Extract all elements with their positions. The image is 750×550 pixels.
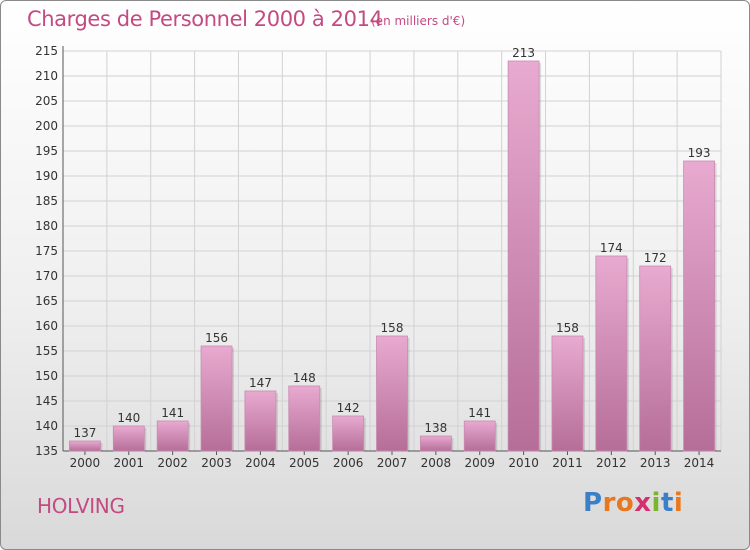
y-tick-label: 180 — [35, 219, 58, 233]
data-label: 141 — [161, 406, 184, 420]
data-label: 148 — [293, 371, 316, 385]
axes: 135 140 145 150 155 160 165 170 175 180 185 190 195 2… — [35, 44, 721, 470]
chart-subtitle: (en milliers d'€) — [371, 14, 466, 28]
data-label: 172 — [644, 251, 667, 265]
data-label: 193 — [688, 146, 711, 160]
x-tick-label: 2005 — [289, 456, 320, 470]
x-tick-label: 2000 — [70, 456, 101, 470]
bar[interactable] — [200, 345, 233, 452]
x-tick-label: 2004 — [245, 456, 276, 470]
proxiti-logo[interactable]: Proxiti — [583, 488, 683, 518]
bar[interactable] — [376, 335, 408, 452]
data-label: 137 — [73, 426, 96, 440]
logo-letter: t — [660, 488, 674, 518]
bar[interactable] — [507, 60, 540, 452]
y-tick-label: 135 — [35, 444, 58, 458]
x-tick-label: 2009 — [464, 456, 495, 470]
x-tick-label: 2011 — [552, 456, 583, 470]
bar[interactable] — [683, 160, 715, 452]
bar[interactable] — [639, 265, 672, 452]
bars — [69, 60, 717, 452]
y-tick-label: 185 — [35, 194, 58, 208]
data-label: 156 — [205, 331, 228, 345]
y-tick-label: 155 — [35, 344, 58, 358]
y-tick-label: 140 — [35, 419, 58, 433]
data-label: 142 — [337, 401, 360, 415]
y-tick-label: 195 — [35, 144, 58, 158]
bar[interactable] — [332, 415, 365, 452]
x-tick-label: 2012 — [596, 456, 627, 470]
bar[interactable] — [419, 435, 452, 452]
logo-letter: P — [583, 488, 603, 518]
data-label: 140 — [117, 411, 140, 425]
bar[interactable] — [595, 255, 628, 452]
x-tick-label: 2010 — [508, 456, 539, 470]
bar[interactable] — [288, 385, 321, 452]
x-tick-label: 2006 — [333, 456, 364, 470]
logo-letter: r — [602, 488, 616, 518]
bar[interactable] — [551, 335, 584, 452]
data-label: 158 — [556, 321, 579, 335]
chart-title: Charges de Personnel 2000 à 2014 — [27, 7, 383, 31]
x-tick-label: 2007 — [377, 456, 408, 470]
data-label: 158 — [381, 321, 404, 335]
bar[interactable] — [112, 425, 145, 452]
logo-letter: x — [634, 488, 652, 518]
commune-name: HOLVING — [37, 494, 125, 518]
y-tick-label: 190 — [35, 169, 58, 183]
y-tick-label: 205 — [35, 94, 58, 108]
y-tick-label: 175 — [35, 244, 58, 258]
logo-letter: o — [615, 488, 635, 518]
logo-letter: i — [673, 488, 684, 518]
data-label: 147 — [249, 376, 272, 390]
y-tick-label: 170 — [35, 269, 58, 283]
y-tick-label: 215 — [35, 44, 58, 58]
y-tick-label: 150 — [35, 369, 58, 383]
x-tick-label: 2002 — [157, 456, 188, 470]
labels: 137 140 141 156 147 148 142 158 138 141 213 158 174 1… — [73, 46, 710, 440]
data-label: 174 — [600, 241, 623, 255]
bar[interactable] — [463, 420, 496, 452]
x-tick-label: 2008 — [421, 456, 452, 470]
y-tick-label: 200 — [35, 119, 58, 133]
x-tick-label: 2001 — [114, 456, 145, 470]
x-tick-label: 2003 — [201, 456, 232, 470]
y-tick-label: 160 — [35, 319, 58, 333]
data-label: 138 — [424, 421, 447, 435]
y-tick-label: 165 — [35, 294, 58, 308]
bar[interactable] — [244, 390, 277, 452]
y-tick-label: 145 — [35, 394, 58, 408]
y-tick-label: 210 — [35, 69, 58, 83]
bar[interactable] — [69, 440, 101, 452]
x-tick-label: 2013 — [640, 456, 671, 470]
data-label: 213 — [512, 46, 535, 60]
x-tick-label: 2014 — [684, 456, 715, 470]
bar[interactable] — [156, 420, 189, 452]
logo-letter: i — [651, 488, 661, 518]
data-label: 141 — [468, 406, 491, 420]
